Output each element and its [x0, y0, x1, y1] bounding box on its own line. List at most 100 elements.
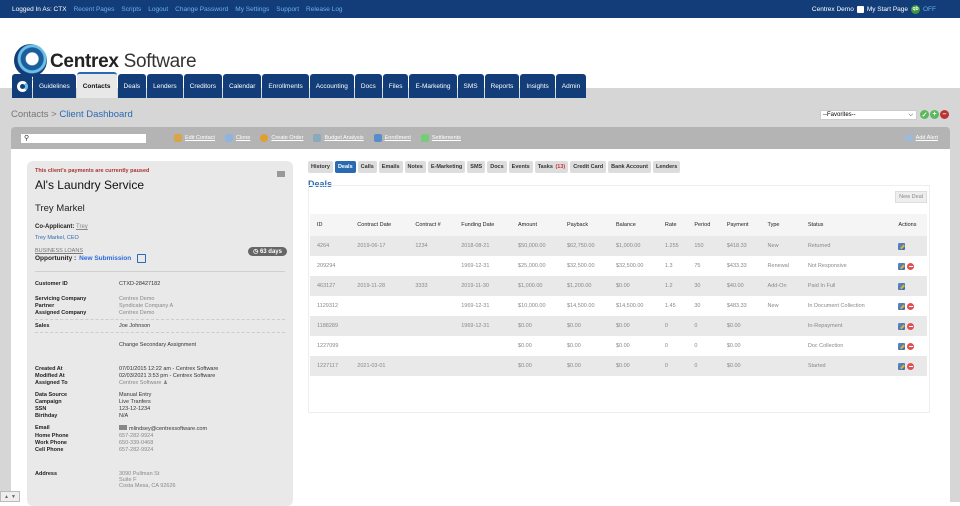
change-password-link[interactable]: Change Password — [175, 5, 229, 13]
tab-tasks[interactable]: Tasks (13) — [534, 161, 569, 173]
category-link[interactable]: BUSINESS LOANS — [35, 248, 83, 254]
favorite-check-icon[interactable]: ✓ — [920, 110, 929, 119]
nav-insights[interactable]: Insights — [520, 74, 555, 98]
delete-deal-icon[interactable] — [907, 262, 915, 270]
tab-events[interactable]: Events — [508, 161, 533, 173]
scripts-link[interactable]: Scripts — [121, 5, 142, 13]
tab-lenders[interactable]: Lenders — [652, 161, 681, 173]
nav-home[interactable] — [12, 74, 32, 98]
nav-deals[interactable]: Deals — [117, 74, 147, 98]
nav-accounting[interactable]: Accounting — [309, 74, 354, 98]
delete-deal-icon[interactable] — [907, 322, 915, 330]
table-row[interactable]: 209294 1969-12-31 $25,000.00 $32,500.00 $32,… — [310, 256, 927, 276]
nav-creditors[interactable]: Creditors — [183, 74, 223, 98]
cell-phone[interactable]: 657-282-9924 — [119, 447, 154, 453]
chevron-down-icon: ⌵ — [908, 111, 913, 118]
co-applicant-link[interactable]: Trey — [76, 224, 88, 230]
col-balance[interactable]: Balance — [608, 214, 658, 236]
nav-lenders[interactable]: Lenders — [147, 74, 183, 98]
table-row[interactable]: 1227099 $0.00 $0.00 $0.00 0 0 $0.00 Doc Collect… — [310, 336, 927, 356]
tab-deals[interactable]: Deals — [334, 161, 356, 173]
release-log-link[interactable]: Release Log — [306, 5, 343, 13]
tab-history[interactable]: History — [308, 161, 333, 173]
edit-deal-icon[interactable] — [898, 342, 906, 350]
table-row[interactable]: 4264 2019-06-17 1234 2018-08-21 $50,000.00 $6… — [310, 236, 927, 256]
tab-sms[interactable]: SMS — [467, 161, 486, 173]
col-payback[interactable]: Payback — [559, 214, 609, 236]
tab-credit-card[interactable]: Credit Card — [570, 161, 607, 173]
home-phone[interactable]: 657-282-9924 — [119, 433, 154, 439]
col-period[interactable]: Period — [687, 214, 720, 236]
logout-link[interactable]: Logout — [148, 5, 169, 13]
email[interactable]: mlindsey@centrexsoftware.com — [119, 425, 207, 432]
support-link[interactable]: Support — [276, 5, 300, 13]
page-scrollbar[interactable] — [951, 149, 960, 502]
nav-contacts[interactable]: Contacts — [76, 72, 117, 98]
edit-opportunity-icon[interactable] — [137, 254, 147, 263]
table-row[interactable]: 1129312 1969-12-31 $10,000.00 $14,500.00 $14… — [310, 296, 927, 316]
nav-admin[interactable]: Admin — [555, 74, 587, 98]
edit-deal-icon[interactable] — [898, 242, 906, 250]
settlements-button[interactable]: Settlements — [420, 134, 461, 142]
quickbooks-toggle[interactable]: OFF — [923, 5, 936, 13]
edit-deal-icon[interactable] — [898, 282, 906, 290]
edit-deal-icon[interactable] — [898, 362, 906, 370]
table-row[interactable]: 463127 2019-11-28 3333 2019-11-30 $1,000.00 $… — [310, 276, 927, 296]
favorite-remove-icon[interactable]: – — [940, 110, 949, 119]
col-rate[interactable]: Rate — [657, 214, 688, 236]
envelope-icon[interactable] — [277, 171, 285, 177]
clone-button[interactable]: Clone — [224, 134, 250, 142]
favorites-select[interactable]: --Favorites-- ⌵ — [820, 110, 917, 120]
delete-deal-icon[interactable] — [907, 362, 915, 370]
tab-e-marketing[interactable]: E-Marketing — [427, 161, 466, 173]
tab-emails[interactable]: Emails — [378, 161, 403, 173]
nav-calendar[interactable]: Calendar — [223, 74, 262, 98]
tab-calls[interactable]: Calls — [357, 161, 377, 173]
table-row[interactable]: 1188289 1969-12-31 $0.00 $0.00 $0.00 0 0 $0.00 I… — [310, 316, 927, 336]
opportunity-status[interactable]: New Submission — [79, 255, 132, 262]
table-row[interactable]: 1227117 2021-03-01 $0.00 $0.00 $0.00 0 0 $0.00 S… — [310, 356, 927, 376]
col-contract-date[interactable]: Contract Date — [350, 214, 409, 236]
user-assign-icon[interactable]: ♟ — [163, 380, 168, 386]
col-status[interactable]: Status — [800, 214, 892, 236]
budget-analysis-button[interactable]: Budget Analysis — [313, 134, 364, 142]
change-secondary-assignment-link[interactable]: Change Secondary Assignment — [119, 342, 197, 348]
add-alert-button[interactable]: Add Alert — [904, 135, 938, 141]
tab-bank-account[interactable]: Bank Account — [608, 161, 651, 173]
delete-deal-icon[interactable] — [907, 342, 915, 350]
cell-payment: $40.00 — [719, 276, 761, 296]
col-payment[interactable]: Payment — [719, 214, 761, 236]
nav-guidelines[interactable]: Guidelines — [33, 74, 76, 98]
work-phone[interactable]: 650-339-0468 — [119, 440, 154, 446]
recent-pages-link[interactable]: Recent Pages — [73, 5, 115, 13]
col-type[interactable]: Type — [760, 214, 801, 236]
scroll-stepper[interactable]: ▲ ▼ — [0, 491, 20, 502]
nav-reports[interactable]: Reports — [484, 74, 520, 98]
delete-deal-icon[interactable] — [907, 302, 915, 310]
edit-deal-icon[interactable] — [898, 262, 906, 270]
edit-deal-icon[interactable] — [898, 322, 906, 330]
edit-contact-button[interactable]: Edit Contact — [174, 134, 215, 142]
start-page-checkbox[interactable] — [856, 5, 864, 13]
my-settings-link[interactable]: My Settings — [235, 5, 270, 13]
nav-docs[interactable]: Docs — [354, 74, 382, 98]
cell-period: 75 — [694, 263, 701, 269]
new-deal-button[interactable]: New Deal — [895, 191, 927, 203]
col-funding-date[interactable]: Funding Date — [454, 214, 512, 236]
nav-sms[interactable]: SMS — [457, 74, 484, 98]
col-amount[interactable]: Amount — [511, 214, 560, 236]
nav-files[interactable]: Files — [382, 74, 409, 98]
nav-enrollments[interactable]: Enrollments — [262, 74, 309, 98]
create-order-button[interactable]: Create Order — [260, 134, 303, 142]
search-input[interactable]: ⚲ — [21, 133, 146, 143]
favorite-add-icon[interactable]: + — [930, 110, 939, 119]
edit-deal-icon[interactable] — [898, 302, 906, 310]
tab-docs[interactable]: Docs — [487, 161, 507, 173]
enrollment-button[interactable]: Enrollment — [373, 134, 411, 142]
cell-balance: $0.00 — [615, 343, 630, 349]
col-contract-number[interactable]: Contract # — [408, 214, 455, 236]
breadcrumb-contacts[interactable]: Contacts — [11, 109, 49, 120]
tab-notes[interactable]: Notes — [404, 161, 426, 173]
nav-e-marketing[interactable]: E-Marketing — [409, 74, 457, 98]
col-id[interactable]: ID — [310, 214, 351, 236]
